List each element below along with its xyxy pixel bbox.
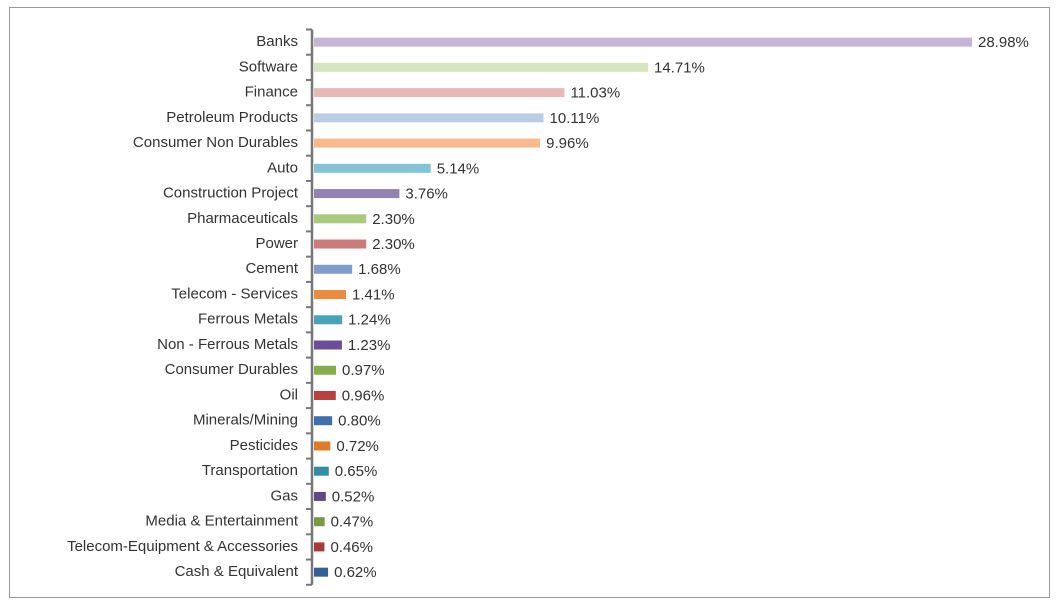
bar <box>314 416 333 426</box>
category-label: Oil <box>280 386 298 403</box>
value-label: 28.98% <box>978 34 1029 51</box>
category-label: Construction Project <box>163 185 299 202</box>
value-label: 2.30% <box>372 211 415 228</box>
bar <box>314 390 336 400</box>
value-label: 1.41% <box>352 286 395 303</box>
category-label: Telecom-Equipment & Accessories <box>67 538 298 555</box>
bar <box>314 340 342 350</box>
value-label: 2.30% <box>372 236 415 253</box>
value-label: 0.62% <box>334 564 377 581</box>
value-label: 3.76% <box>405 186 448 203</box>
bar <box>314 315 343 325</box>
bar <box>314 163 431 173</box>
value-label: 0.46% <box>330 539 373 556</box>
category-label: Media & Entertainment <box>145 513 298 530</box>
bar <box>314 88 565 98</box>
category-label: Power <box>255 235 298 252</box>
bar <box>314 466 329 476</box>
value-label: 0.96% <box>342 387 385 404</box>
bar <box>314 567 329 577</box>
category-label: Pharmaceuticals <box>187 210 298 227</box>
category-label: Petroleum Products <box>166 109 298 126</box>
value-label: 1.23% <box>348 337 391 354</box>
value-label: 14.71% <box>654 59 705 76</box>
bar <box>314 517 325 527</box>
chart-border <box>9 7 1050 598</box>
category-label: Gas <box>270 487 298 504</box>
category-label: Transportation <box>202 462 298 479</box>
value-label: 1.68% <box>358 261 401 278</box>
value-label: 0.97% <box>342 362 385 379</box>
value-label: 5.14% <box>437 160 480 177</box>
value-label: 11.03% <box>570 85 620 102</box>
value-label: 0.52% <box>332 488 375 505</box>
bar <box>314 441 331 451</box>
value-label: 0.80% <box>338 413 381 430</box>
bar <box>314 239 367 249</box>
value-label: 0.47% <box>331 514 374 531</box>
bar <box>314 491 326 501</box>
value-label: 10.11% <box>550 110 600 127</box>
bar <box>314 365 337 375</box>
bar <box>314 37 972 47</box>
value-label: 9.96% <box>546 135 589 152</box>
category-label: Pesticides <box>230 437 298 454</box>
value-label: 0.72% <box>336 438 379 455</box>
bar <box>314 113 544 123</box>
category-label: Ferrous Metals <box>198 311 298 328</box>
bar <box>314 542 325 552</box>
category-label: Auto <box>267 159 298 176</box>
value-label: 1.24% <box>348 312 391 329</box>
value-label: 0.65% <box>335 463 378 480</box>
bar <box>314 264 353 274</box>
bar <box>314 214 367 224</box>
category-label: Telecom - Services <box>171 285 298 302</box>
category-label: Finance <box>245 84 298 101</box>
category-label: Non - Ferrous Metals <box>157 336 298 353</box>
bar <box>314 189 400 199</box>
category-label: Cash & Equivalent <box>175 563 299 580</box>
category-label: Software <box>239 58 298 75</box>
bar <box>314 290 347 300</box>
category-label: Cement <box>245 260 298 277</box>
category-label: Consumer Durables <box>165 361 298 378</box>
category-label: Consumer Non Durables <box>133 134 298 151</box>
bar <box>314 138 541 148</box>
category-label: Minerals/Mining <box>193 412 298 429</box>
category-label: Banks <box>256 33 298 50</box>
bar <box>314 62 648 72</box>
